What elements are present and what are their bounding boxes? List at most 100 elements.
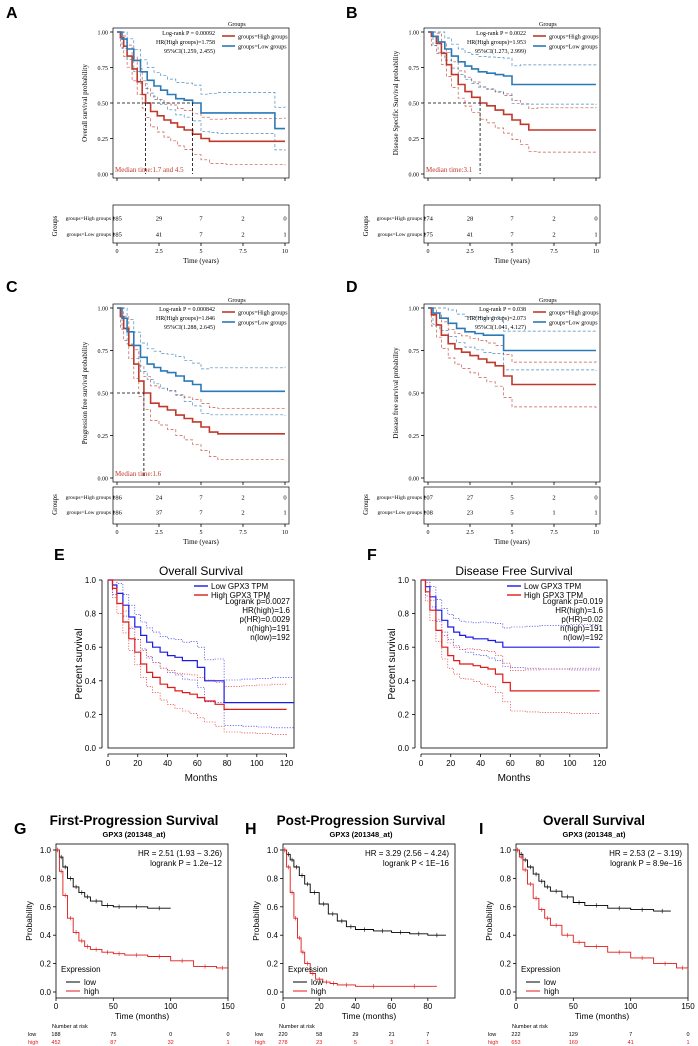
y-tick-label: 0.25 xyxy=(409,434,420,440)
ci-upper-km_low xyxy=(108,579,295,681)
risk-value: 188 xyxy=(51,1032,60,1038)
risk-title: Number at risk xyxy=(512,1024,548,1030)
stat-line: Log-rank P = 0.038 xyxy=(479,307,526,313)
legend-entry: groups=High groups xyxy=(549,35,599,41)
y-tick-label: 0.2 xyxy=(500,960,512,969)
x-tick-label: 40 xyxy=(351,1002,360,1011)
risk-value: 1 xyxy=(552,510,555,517)
risk-row-label: groups=Low groups xyxy=(377,510,422,516)
y-tick-label: 1.0 xyxy=(267,846,279,855)
risk-value: 1 xyxy=(283,232,286,239)
risk-row-label: high xyxy=(488,1040,498,1046)
series-line-risk_low xyxy=(56,849,171,909)
risk-value: 0 xyxy=(594,216,597,223)
panel-b: 0.00 0.25 0.50 0.75 1.00 Disease Specific Sur… xyxy=(362,22,601,265)
x-tick-label: 120 xyxy=(593,759,607,768)
risk-value: 7 xyxy=(426,1032,429,1038)
stat-line: HR = 3.29 (2.56 − 4.24) xyxy=(365,849,449,858)
risk-value: 175 xyxy=(423,232,433,239)
legend-entry: groups=High groups xyxy=(238,35,288,41)
risk-value: 41 xyxy=(628,1040,634,1046)
x-tick-label: 0 xyxy=(427,530,430,536)
risk-value: 7 xyxy=(199,510,203,517)
risk-value: 2 xyxy=(241,216,244,223)
risk-value: 129 xyxy=(569,1032,578,1038)
y-tick-label: 0.8 xyxy=(85,610,97,619)
x-tick-label: 20 xyxy=(133,759,142,768)
x-tick-label: 50 xyxy=(109,1002,118,1011)
x-tick-label: 10 xyxy=(593,530,599,536)
series-line-high xyxy=(428,307,596,386)
risk-value: 653 xyxy=(511,1040,520,1046)
x-tick-label: 2.5 xyxy=(155,249,163,255)
risk-value: 37 xyxy=(156,510,163,517)
risk-row-label: groups=High groups xyxy=(377,495,422,501)
y-tick-label: 0.2 xyxy=(398,710,410,719)
y-tick-label: 1.00 xyxy=(409,31,420,37)
panel-g: First-Progression Survival GPX3 (201348_a… xyxy=(24,813,235,1046)
y-tick-label: 0.50 xyxy=(98,102,109,108)
plot-frame xyxy=(282,843,456,999)
chart-subtitle: GPX3 (201348_at) xyxy=(330,830,393,839)
risk-row-label: high xyxy=(255,1040,265,1046)
panel-a: 0.00 0.25 0.50 0.75 1.00 Overall survival pro… xyxy=(51,22,290,265)
legend-title: Groups xyxy=(228,22,246,28)
y-tick-label: 0.6 xyxy=(398,643,410,652)
y-tick-label: 0.2 xyxy=(267,960,279,969)
y-tick-label: 0.75 xyxy=(98,349,109,355)
y-tick-label: 0.00 xyxy=(98,477,109,483)
x-tick-label: 60 xyxy=(506,759,515,768)
risk-row-label: groups=Low groups xyxy=(66,232,111,238)
risk-value: 2 xyxy=(241,495,244,502)
series-line-low xyxy=(117,31,285,130)
x-tick-label: 2.5 xyxy=(466,530,474,536)
chart-subtitle: GPX3 (201348_at) xyxy=(563,830,626,839)
stat-line: p(HR)=0.02 xyxy=(561,615,603,624)
y-tick-label: 0.6 xyxy=(267,903,279,912)
panel-label-g: G xyxy=(14,821,26,838)
y-tick-label: 1.0 xyxy=(500,846,512,855)
y-tick-label: 1.00 xyxy=(98,31,109,37)
x-tick-label: 120 xyxy=(280,759,294,768)
risk-value: 1 xyxy=(283,510,286,517)
ci-lower-km_low xyxy=(421,579,600,671)
legend-entry: High GPX3 TPM xyxy=(211,591,270,600)
stat-line: HR(High groups)=1.758 xyxy=(156,39,215,46)
y-tick-label: 0.50 xyxy=(409,102,420,108)
y-tick-label: 1.00 xyxy=(98,307,109,313)
risk-value: 5 xyxy=(354,1040,357,1046)
x-axis-label: Time (months) xyxy=(575,1011,630,1021)
x-tick-label: 80 xyxy=(423,1002,432,1011)
x-tick-label: 80 xyxy=(223,759,232,768)
stat-line: HR(High groups)=1.846 xyxy=(156,315,215,322)
risk-row-label: groups=High groups xyxy=(66,216,111,222)
median-text: Median time:3.1 xyxy=(426,166,473,174)
x-tick-label: 5 xyxy=(511,530,514,536)
x-tick-label: 0 xyxy=(514,1002,519,1011)
y-axis-label: Percent survival xyxy=(387,628,398,699)
ci-lower-high xyxy=(117,31,286,166)
risk-value: 452 xyxy=(51,1040,60,1046)
legend-entry: high xyxy=(311,987,326,996)
risk-value: 1 xyxy=(426,1040,429,1046)
stat-line: Log-rank P = 0.00092 xyxy=(162,31,215,37)
risk-title: Number at risk xyxy=(279,1024,315,1030)
y-tick-label: 0.0 xyxy=(267,988,279,997)
legend-entry: groups=Low groups xyxy=(549,321,598,327)
x-tick-label: 0 xyxy=(419,759,424,768)
risk-value: 0 xyxy=(686,1032,689,1038)
y-tick-label: 0.50 xyxy=(409,392,420,398)
median-text: Median time:1.6 xyxy=(115,470,162,478)
series-line-low xyxy=(428,31,596,86)
risk-value: 7 xyxy=(510,216,514,223)
y-axis-label: Probability xyxy=(251,900,261,940)
x-tick-label: 7.5 xyxy=(550,530,558,536)
stat-line: logrank P = 8.9e−16 xyxy=(610,859,682,868)
risk-value: 108 xyxy=(423,510,433,517)
panel-label-d: D xyxy=(346,279,358,296)
risk-value: 278 xyxy=(278,1040,287,1046)
risk-value: 5 xyxy=(510,510,513,517)
y-tick-label: 0.8 xyxy=(267,874,279,883)
y-tick-label: 0.25 xyxy=(98,137,109,143)
risk-value: 169 xyxy=(569,1040,578,1046)
